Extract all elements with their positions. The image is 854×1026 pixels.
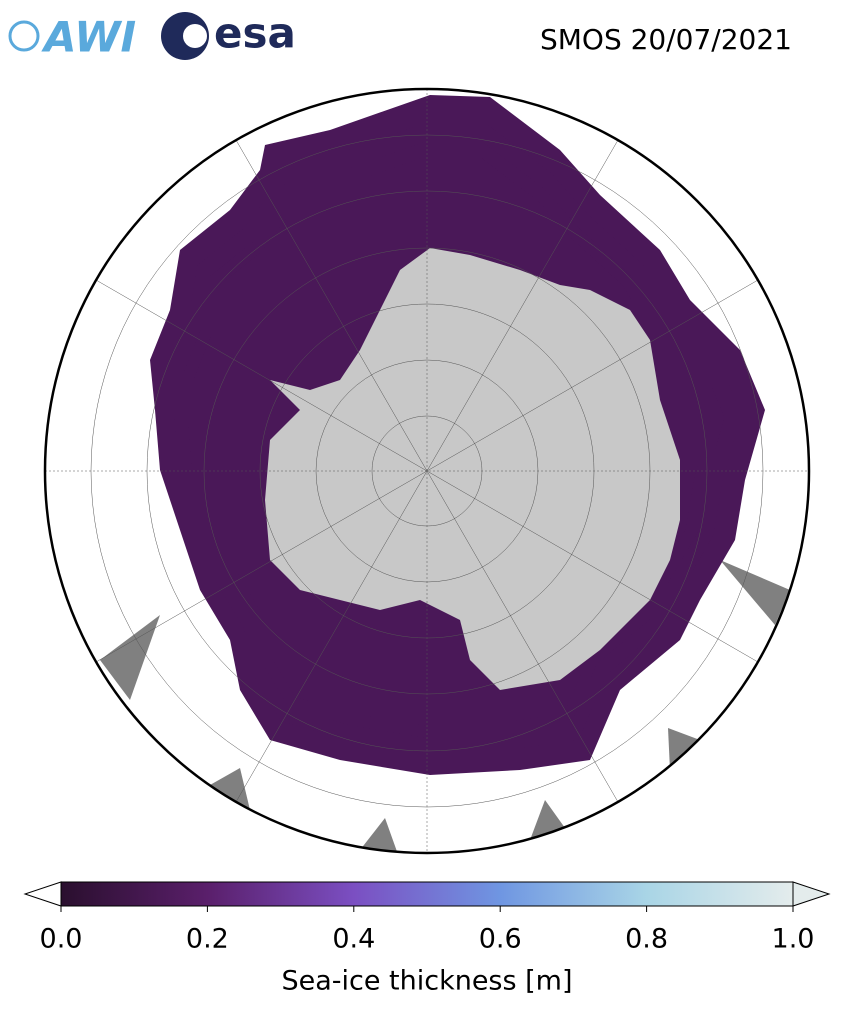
colorbar-tick-label: 0.6 bbox=[479, 924, 522, 955]
colorbar-extend-high bbox=[792, 881, 831, 907]
awi-logo: AWI bbox=[41, 13, 136, 62]
colorbar-tick-label: 1.0 bbox=[772, 924, 815, 955]
map-frame bbox=[43, 87, 811, 855]
colorbar-tick-label: 0.2 bbox=[186, 924, 229, 955]
esa-mark-inner bbox=[183, 24, 207, 48]
title: SMOS 20/07/2021 bbox=[540, 23, 792, 56]
map bbox=[45, 89, 809, 853]
awi-globe bbox=[8, 20, 40, 52]
colorbar-scale bbox=[60, 881, 794, 907]
colorbar-tick-label: 0.4 bbox=[332, 924, 375, 955]
esa-logo: esa bbox=[214, 9, 296, 58]
antarctica bbox=[265, 248, 680, 690]
colorbar: Sea-ice thickness [m] 0.0 0.2 0.4 0.6 0.8 1.0 bbox=[23, 881, 831, 997]
colorbar-extend-low bbox=[23, 881, 62, 907]
colorbar-label: Sea-ice thickness [m] bbox=[281, 966, 572, 997]
logos: AWI esa bbox=[8, 9, 296, 62]
colorbar-tick-label: 0.0 bbox=[40, 924, 83, 955]
colorbar-tick-label: 0.8 bbox=[625, 924, 668, 955]
graticule bbox=[45, 89, 809, 853]
